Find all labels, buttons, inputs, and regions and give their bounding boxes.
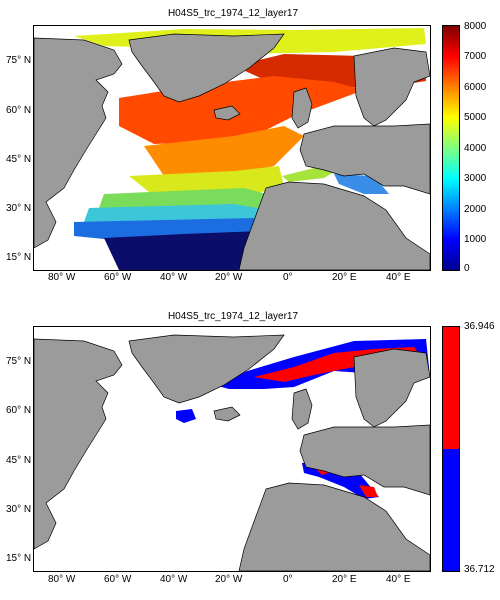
lon-tick: 80° W [48, 272, 76, 283]
map-bottom [33, 326, 431, 572]
colorbar-tick: 7000 [464, 51, 487, 62]
colorbar-bottom [442, 326, 460, 572]
scandinavia [353, 348, 430, 428]
field-band-dark-blue [104, 231, 264, 270]
lat-tick: 45° N [6, 455, 32, 466]
lat-tick: 15° N [6, 252, 32, 263]
lat-tick: 15° N [6, 553, 32, 564]
lon-tick: 60° W [104, 574, 132, 585]
colorbar-tick: 0 [464, 263, 470, 274]
colorbar-tick: 2000 [464, 204, 487, 215]
lat-tick: 30° N [6, 203, 32, 214]
map-title-top: H04S5_trc_1974_12_layer17 [167, 8, 299, 19]
colorbar-tick: 4000 [464, 143, 487, 154]
lon-tick: 0° [283, 272, 293, 283]
map-bottom-svg [34, 334, 430, 571]
field-band-med-green [282, 168, 334, 182]
field-band-orange [144, 126, 304, 176]
field-layer-top [74, 28, 426, 270]
lon-tick: 80° W [48, 574, 76, 585]
iceland [213, 406, 241, 422]
greenland [128, 33, 285, 103]
north-america [34, 37, 123, 249]
colorbar-tick: 5000 [464, 112, 487, 123]
lon-tick: 20° E [332, 272, 357, 283]
colorbar-gradient [443, 26, 459, 270]
colorbar-tick: 36.946 [464, 321, 495, 332]
greenland [128, 334, 285, 404]
land-layer-bottom [34, 334, 430, 571]
field-blue-iceland [176, 409, 196, 423]
lon-tick: 20° E [332, 574, 357, 585]
lat-tick: 60° N [6, 405, 32, 416]
colorbar-top-svg [443, 26, 459, 270]
north-america [34, 338, 123, 550]
lat-tick: 30° N [6, 504, 32, 515]
colorbar-tick: 1000 [464, 234, 487, 245]
africa [238, 482, 430, 571]
scandinavia [353, 47, 430, 127]
lon-tick: 0° [283, 574, 293, 585]
lat-tick: 75° N [6, 356, 32, 367]
lat-tick: 45° N [6, 154, 32, 165]
lon-tick: 20° W [215, 272, 243, 283]
europe [299, 123, 430, 195]
colorbar-tick: 8000 [464, 21, 487, 32]
colorbar-blue-segment [443, 449, 459, 571]
lon-tick: 40° E [386, 272, 411, 283]
colorbar-tick: 6000 [464, 82, 487, 93]
colorbar-tick: 36.712 [464, 564, 495, 575]
iceland [213, 105, 241, 121]
colorbar-tick: 3000 [464, 173, 487, 184]
colorbar-top [442, 25, 460, 271]
lon-tick: 20° W [215, 574, 243, 585]
britain [291, 388, 313, 430]
map-title-bottom: H04S5_trc_1974_12_layer17 [167, 311, 299, 322]
europe [299, 424, 430, 496]
africa [238, 181, 430, 270]
lon-tick: 40° W [160, 272, 188, 283]
field-red-east-med [359, 485, 378, 497]
colorbar-red-segment [443, 327, 459, 449]
lon-tick: 40° E [386, 574, 411, 585]
land-layer-top [34, 33, 430, 270]
britain [291, 87, 313, 129]
lat-tick: 75° N [6, 55, 32, 66]
map-top-svg [34, 28, 430, 270]
lat-tick: 60° N [6, 105, 32, 116]
map-top [33, 25, 431, 271]
lon-tick: 60° W [104, 272, 132, 283]
lon-tick: 40° W [160, 574, 188, 585]
